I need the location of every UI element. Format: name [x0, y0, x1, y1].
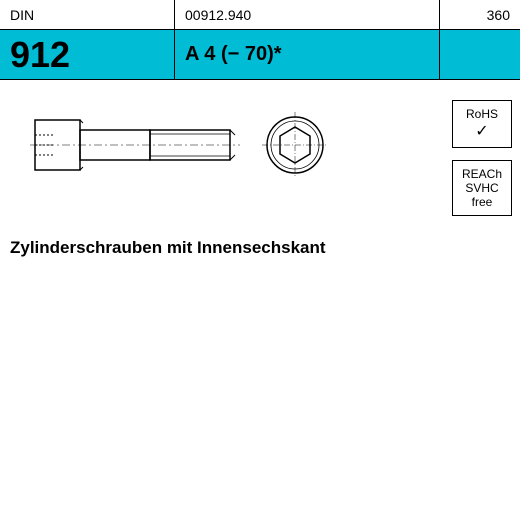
header-din-label: DIN — [0, 0, 175, 29]
header-code: 00912.940 — [175, 0, 440, 29]
material-spec: A 4 (− 70)* — [185, 43, 282, 66]
product-description: Zylinderschrauben mit Innensechskant — [10, 238, 326, 258]
screw-front-view-icon — [260, 110, 330, 180]
header-row: DIN 00912.940 360 — [0, 0, 520, 30]
cyan-row: 912 A 4 (− 70)* — [0, 30, 520, 80]
din-number-cell: 912 — [0, 30, 175, 79]
din-number: 912 — [10, 34, 70, 76]
cyan-right-cell — [440, 30, 520, 79]
reach-label-2: SVHC — [461, 181, 503, 195]
header-page: 360 — [440, 0, 520, 29]
reach-badge: REACh SVHC free — [452, 160, 512, 216]
rohs-badge: RoHS ✓ — [452, 100, 512, 148]
screw-side-view-icon — [30, 110, 240, 180]
checkmark-icon: ✓ — [461, 121, 503, 141]
reach-label-3: free — [461, 195, 503, 209]
diagram-area — [0, 80, 520, 260]
reach-label-1: REACh — [461, 167, 503, 181]
rohs-label: RoHS — [461, 107, 503, 121]
material-spec-cell: A 4 (− 70)* — [175, 30, 440, 79]
